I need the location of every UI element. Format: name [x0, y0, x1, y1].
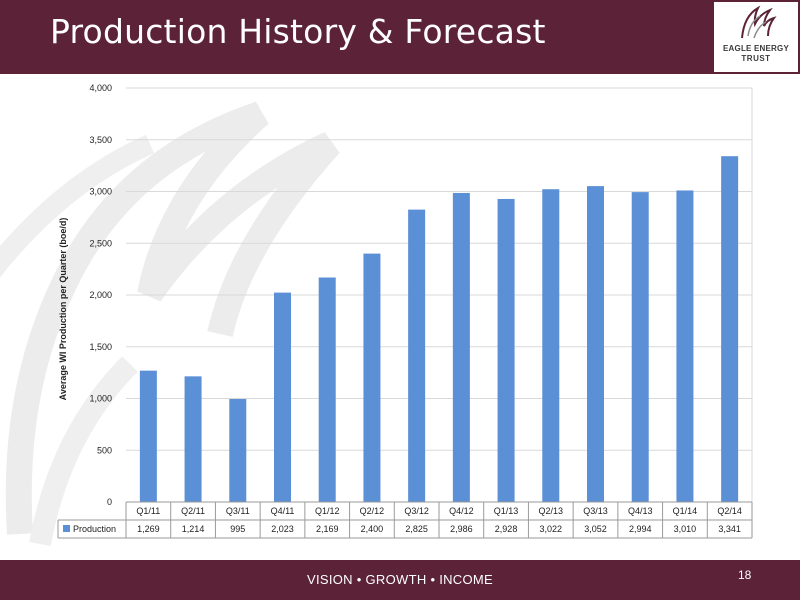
category-label: Q2/12 — [360, 506, 385, 516]
eagle-logo-icon — [741, 5, 777, 39]
table-value: 995 — [230, 524, 245, 534]
category-label: Q4/11 — [271, 506, 295, 516]
bars — [139, 156, 739, 503]
y-tick-labels: 0 500 1,000 1,500 2,000 2,500 3,000 3,500 4,000 — [89, 83, 112, 507]
logo-text-line1: EAGLE ENERGY — [723, 44, 789, 53]
bar — [274, 292, 291, 502]
category-label: Q3/11 — [226, 506, 250, 516]
y-tick-label: 500 — [97, 445, 112, 455]
legend-key — [63, 525, 70, 532]
bar — [587, 186, 604, 503]
table-value: 2,928 — [495, 524, 518, 534]
bar — [318, 277, 336, 502]
bar — [497, 198, 515, 502]
gridlines — [126, 87, 752, 503]
table-value: 3,022 — [540, 524, 563, 534]
table-value: 2,169 — [316, 524, 339, 534]
category-label: Q4/13 — [628, 506, 653, 516]
bar — [542, 189, 560, 502]
category-label: Q2/14 — [717, 506, 742, 516]
company-logo: EAGLE ENERGY TRUST — [714, 2, 798, 72]
table-value: 2,825 — [405, 524, 428, 534]
y-tick-label: 2,000 — [89, 290, 112, 300]
table-value: 1,214 — [182, 524, 205, 534]
category-label: Q4/12 — [449, 506, 474, 516]
bar — [631, 192, 649, 502]
category-label: Q3/13 — [583, 506, 608, 516]
bar — [408, 209, 426, 503]
table-value: 2,986 — [450, 524, 473, 534]
footer-tagline: VISION • GROWTH • INCOME — [306, 572, 494, 587]
table-value: 3,010 — [674, 524, 697, 534]
bar — [139, 370, 157, 502]
y-tick-label: 1,000 — [89, 394, 112, 404]
table-value: 2,400 — [361, 524, 384, 534]
category-label: Q3/12 — [404, 506, 429, 516]
slide-title: Production History & Forecast — [50, 12, 546, 51]
data-table: Q1/11 1,269 Q2/11 1,214 Q3/11 995 Q4/11 2,023 Q1… — [57, 501, 753, 539]
category-label: Q1/12 — [315, 506, 340, 516]
category-label: Q1/14 — [673, 506, 698, 516]
logo-text-line2: TRUST — [741, 54, 771, 63]
y-tick-label: 4,000 — [89, 83, 112, 93]
table-value: 3,052 — [584, 524, 607, 534]
legend-label: Production — [73, 524, 116, 534]
y-tick-label: 0 — [107, 497, 112, 507]
bar — [452, 192, 470, 502]
production-chart: Average WI Production per Quarter (boe/d… — [57, 83, 753, 539]
category-label: Q2/11 — [181, 506, 205, 516]
table-value: 2,023 — [271, 524, 294, 534]
y-tick-label: 3,000 — [89, 187, 112, 197]
table-value: 2,994 — [629, 524, 652, 534]
category-label: Q2/13 — [539, 506, 564, 516]
bar — [676, 190, 694, 502]
bar — [184, 376, 202, 502]
table-value: 3,341 — [718, 524, 741, 534]
y-tick-label: 2,500 — [89, 238, 112, 248]
y-tick-label: 3,500 — [89, 135, 112, 145]
table-value: 1,269 — [137, 524, 160, 534]
y-tick-label: 1,500 — [89, 342, 112, 352]
category-label: Q1/13 — [494, 506, 519, 516]
eagle-watermark-icon — [0, 101, 340, 546]
bar — [721, 156, 739, 503]
bar — [229, 399, 247, 502]
footer-bar: VISION • GROWTH • INCOME 18 — [0, 560, 800, 600]
y-axis-label: Average WI Production per Quarter (boe/d… — [58, 218, 68, 401]
bar — [363, 253, 381, 502]
page-number: 18 — [738, 568, 752, 582]
category-label: Q1/11 — [136, 506, 160, 516]
title-bar: Production History & Forecast EAGLE ENER… — [0, 0, 800, 74]
